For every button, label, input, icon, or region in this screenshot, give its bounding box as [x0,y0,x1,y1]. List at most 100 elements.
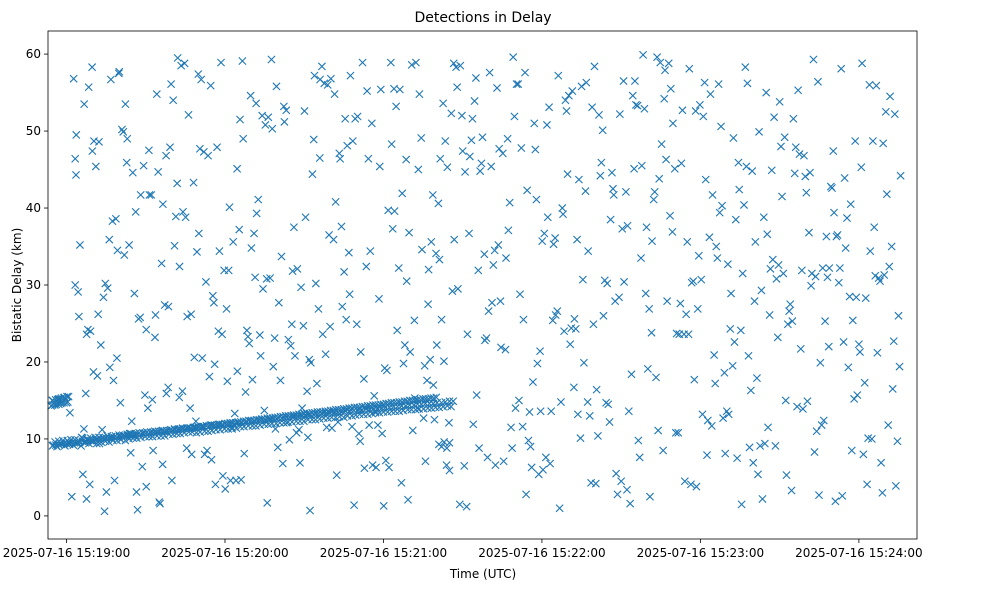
data-point [465,229,474,238]
data-point [445,466,454,475]
data-point [207,455,216,464]
data-point [221,484,230,493]
data-point [372,463,381,472]
data-point [444,418,453,427]
data-point [276,376,285,385]
data-point [512,80,521,89]
data-point [528,377,537,386]
data-point [668,227,677,236]
data-point [242,326,251,335]
data-point [570,314,579,323]
data-point [563,170,572,179]
data-point [450,235,459,244]
data-point [643,364,652,373]
plot-area [47,30,918,540]
data-point [663,297,672,306]
data-point [125,429,134,438]
data-point [727,289,736,298]
y-tick-label: 30 [26,278,41,292]
data-point [309,135,318,144]
data-point [816,358,825,367]
data-point [126,448,135,457]
data-point [94,310,103,319]
data-point [756,441,765,450]
data-point [218,471,227,480]
data-point [321,350,330,359]
data-point [74,287,83,296]
data-point [664,59,673,68]
data-point [222,304,231,313]
data-point [423,404,432,413]
data-point [387,140,396,149]
data-point [720,368,729,377]
data-point [705,233,714,242]
data-point [99,293,108,302]
data-point [452,63,461,72]
data-point [748,167,757,176]
data-point [287,320,296,329]
data-point [789,114,798,123]
data-point [540,229,549,238]
x-tick-label: 2025-07-16 15:21:00 [320,546,447,560]
data-point [763,230,772,239]
data-point [839,337,848,346]
data-point [327,413,336,422]
data-point [837,64,846,73]
data-point [510,112,519,121]
data-point [740,200,748,209]
data-point [589,320,598,329]
data-point [411,58,420,67]
data-point [246,91,255,100]
data-point [152,90,161,99]
data-point [745,443,754,452]
data-point [112,354,121,363]
x-tick-label: 2025-07-16 15:22:00 [478,546,605,560]
data-point [471,73,480,82]
data-point [427,237,436,246]
data-point [458,147,467,156]
data-point [703,416,712,425]
data-point [406,347,415,356]
data-point [888,384,897,393]
data-point [596,171,605,180]
data-point [94,433,103,442]
data-point [564,91,573,100]
data-point [434,199,443,208]
data-point [115,431,124,440]
data-point [121,100,130,109]
data-point [448,287,457,296]
data-point [699,112,708,121]
data-point [834,278,843,287]
data-point [338,302,347,311]
data-point [759,213,768,222]
data-point [301,213,310,222]
data-point [887,242,896,251]
data-point [110,476,119,485]
data-point [123,134,132,143]
data-point [423,376,432,385]
data-point [148,395,157,404]
data-point [666,84,675,93]
data-point [428,190,437,199]
data-point [710,351,719,360]
data-point [142,325,151,334]
data-point [845,292,854,301]
data-point [167,476,176,485]
data-point [660,94,669,103]
data-point [846,200,855,209]
data-point [666,211,675,220]
data-point [273,443,282,452]
data-point [355,410,364,419]
data-point [84,83,93,92]
data-point [724,410,733,419]
data-point [762,88,771,97]
data-point [801,172,810,181]
data-point [331,197,340,206]
data-point [160,431,169,440]
data-point [394,264,403,273]
data-point [851,137,860,146]
data-point [511,404,520,413]
data-point [205,372,214,381]
data-point [799,151,808,160]
data-point [757,286,766,295]
